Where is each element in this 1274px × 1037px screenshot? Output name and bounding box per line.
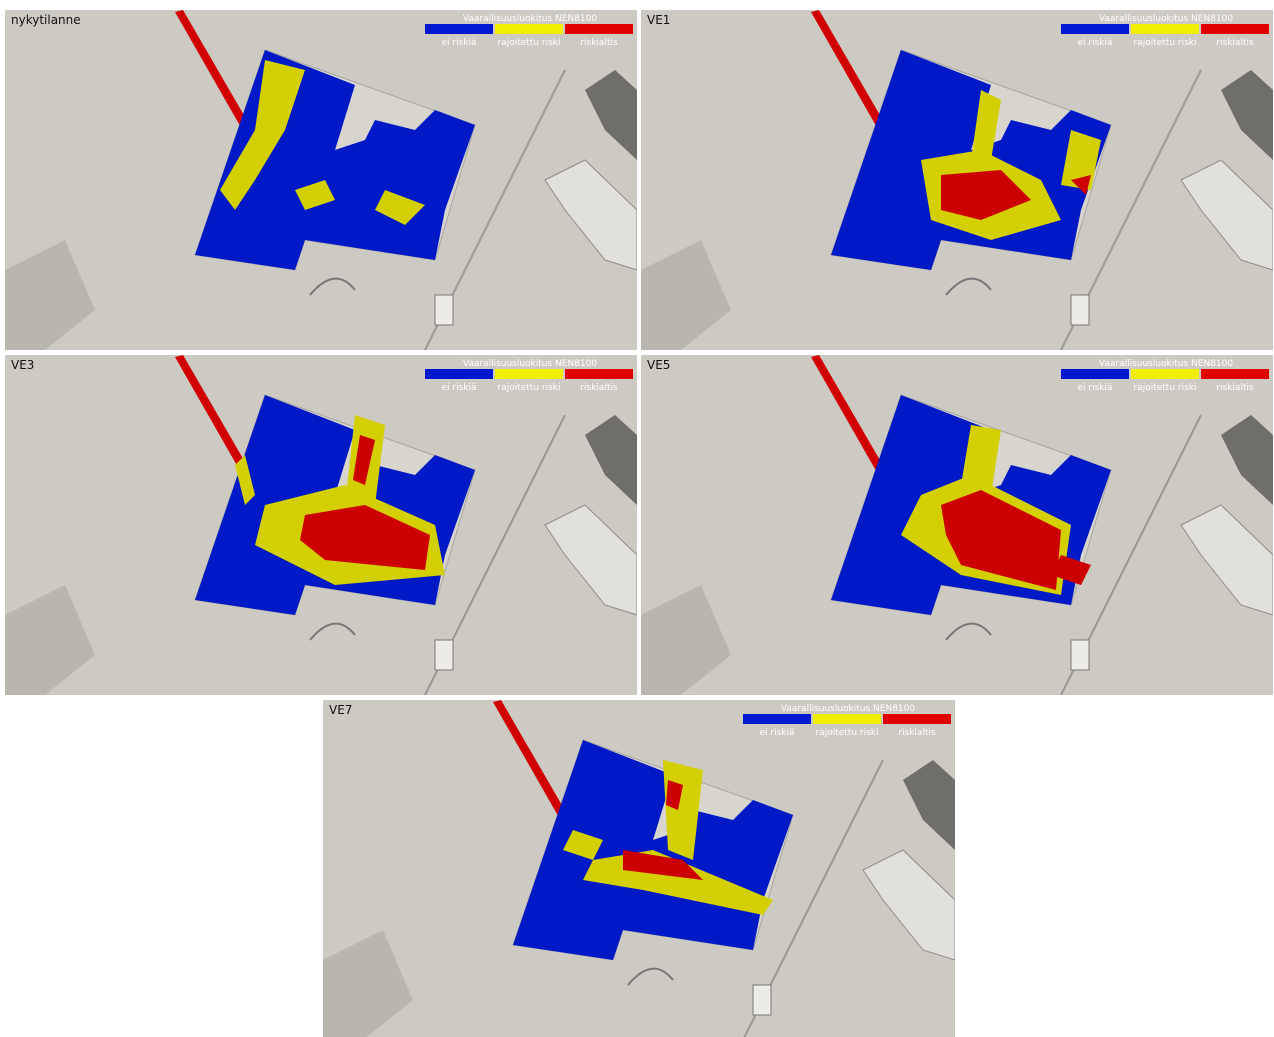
simulation-panel: nykytilanne Vaarallisuusluokitus NEN8100 e… [5, 10, 637, 350]
legend-label: rajoitettu riski [1133, 383, 1196, 393]
steps [434, 294, 454, 326]
red-zone [941, 170, 1031, 220]
building [585, 415, 637, 505]
legend-swatch [565, 24, 633, 34]
legend-swatch [425, 24, 493, 34]
legend-label: rajoitettu riski [497, 38, 560, 48]
simulation-panel: VE3 Vaarallisuusluokitus NEN8100 ei riskiä… [5, 355, 637, 695]
arc [309, 277, 356, 296]
legend-swatch [1061, 369, 1129, 379]
legend-label: riskialtis [898, 728, 936, 738]
legend-swatch [495, 369, 563, 379]
legend-label: ei riskiä [441, 383, 476, 393]
simulation-panel: VE7 Vaarallisuusluokitus NEN8100 ei riskiä… [323, 700, 955, 1037]
legend-swatch [495, 24, 563, 34]
shadow [323, 930, 413, 1037]
building [1180, 504, 1273, 616]
building [903, 760, 955, 850]
arc [309, 622, 356, 641]
arc [945, 622, 992, 641]
shadow [641, 585, 731, 695]
building [544, 159, 637, 271]
legend-swatch [1061, 24, 1129, 34]
shadow [5, 240, 95, 350]
red-zone [666, 780, 683, 810]
legend-title: Vaarallisuusluokitus NEN8100 [781, 704, 916, 714]
legend-label: ei riskiä [1077, 383, 1112, 393]
legend-swatch [1201, 24, 1269, 34]
yellow-zone [295, 180, 335, 210]
steps [434, 639, 454, 671]
arc [945, 277, 992, 296]
steps [1070, 294, 1090, 326]
legend-label: ei riskiä [441, 38, 476, 48]
panel-label: VE3 [11, 358, 34, 372]
yellow-zone [971, 90, 1001, 160]
shadow [641, 240, 731, 350]
panel-label: VE1 [647, 13, 670, 27]
legend-label: rajoitettu riski [815, 728, 878, 738]
legend-swatch [1131, 369, 1199, 379]
red-duct [811, 10, 899, 152]
red-zone [941, 490, 1061, 590]
building [585, 70, 637, 160]
legend-label: ei riskiä [1077, 38, 1112, 48]
steps [1070, 639, 1090, 671]
legend-label: rajoitettu riski [1133, 38, 1196, 48]
yellow-zone [961, 425, 1001, 495]
legend-title: Vaarallisuusluokitus NEN8100 [463, 14, 598, 24]
panel-label: nykytilanne [11, 13, 81, 27]
simulation-panel: VE5 Vaarallisuusluokitus NEN8100 ei riskiä… [641, 355, 1273, 695]
yellow-zone [375, 190, 425, 225]
legend-label: riskialtis [580, 38, 618, 48]
panel-label: VE7 [329, 703, 352, 717]
red-zone [623, 850, 703, 880]
red-zone [353, 435, 375, 485]
legend-title: Vaarallisuusluokitus NEN8100 [1099, 359, 1234, 369]
legend-swatch [1131, 24, 1199, 34]
red-zone [300, 505, 430, 570]
building [1221, 70, 1273, 160]
legend-swatch [883, 714, 951, 724]
panel-label: VE5 [647, 358, 670, 372]
steps [752, 984, 772, 1016]
legend-swatch [743, 714, 811, 724]
legend-label: riskialtis [1216, 383, 1254, 393]
legend-label: riskialtis [580, 383, 618, 393]
legend-title: Vaarallisuusluokitus NEN8100 [1099, 14, 1234, 24]
legend-swatch [425, 369, 493, 379]
legend-swatch [565, 369, 633, 379]
building [862, 849, 955, 961]
yellow-zone [563, 830, 603, 860]
arc [627, 967, 674, 986]
yellow-zone [235, 455, 255, 505]
building [1180, 159, 1273, 271]
red-zone [1071, 175, 1091, 195]
building [544, 504, 637, 616]
legend-label: ei riskiä [759, 728, 794, 738]
red-duct [493, 700, 581, 842]
red-duct [175, 10, 263, 152]
yellow-zone [220, 60, 305, 210]
simulation-panel: VE1 Vaarallisuusluokitus NEN8100 ei riskiä… [641, 10, 1273, 350]
red-zone [1051, 555, 1091, 585]
red-duct [811, 355, 899, 497]
legend-label: riskialtis [1216, 38, 1254, 48]
legend-swatch [1201, 369, 1269, 379]
legend-swatch [813, 714, 881, 724]
shadow [5, 585, 95, 695]
legend-title: Vaarallisuusluokitus NEN8100 [463, 359, 598, 369]
legend-label: rajoitettu riski [497, 383, 560, 393]
building [1221, 415, 1273, 505]
